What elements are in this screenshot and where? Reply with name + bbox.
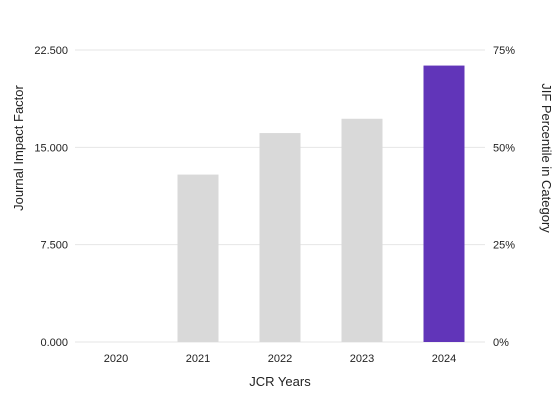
bar-2023[interactable]	[341, 118, 383, 342]
left-y-tick-label: 15.000	[34, 142, 68, 154]
left-y-tick-label: 0.000	[40, 337, 68, 349]
x-tick-label: 2022	[268, 353, 292, 365]
right-y-tick-label: 50%	[493, 142, 515, 154]
bar-2024[interactable]	[423, 65, 465, 342]
right-y-tick-label: 0%	[493, 337, 509, 349]
x-tick-label: 2023	[350, 353, 374, 365]
x-axis-ticks: 2020 2021 2022 2023 2024	[104, 353, 456, 365]
bar-2022[interactable]	[259, 133, 301, 342]
left-y-tick-label: 22.500	[34, 45, 68, 57]
x-axis-label: JCR Years	[249, 374, 311, 389]
x-tick-label: 2024	[432, 353, 456, 365]
right-y-axis-label: JIF Percentile in Category	[539, 83, 554, 233]
right-y-tick-label: 75%	[493, 45, 515, 57]
right-y-axis-ticks: 0% 25% 50% 75%	[493, 45, 515, 349]
bars	[177, 65, 465, 342]
bar-2021[interactable]	[177, 174, 219, 342]
x-tick-label: 2020	[104, 353, 128, 365]
left-y-axis-label: Journal Impact Factor	[11, 84, 26, 210]
left-y-axis-ticks: 0.000 7.500 15.000 22.500	[34, 45, 68, 349]
left-y-tick-label: 7.500	[40, 240, 68, 252]
x-tick-label: 2021	[186, 353, 210, 365]
right-y-tick-label: 25%	[493, 240, 515, 252]
